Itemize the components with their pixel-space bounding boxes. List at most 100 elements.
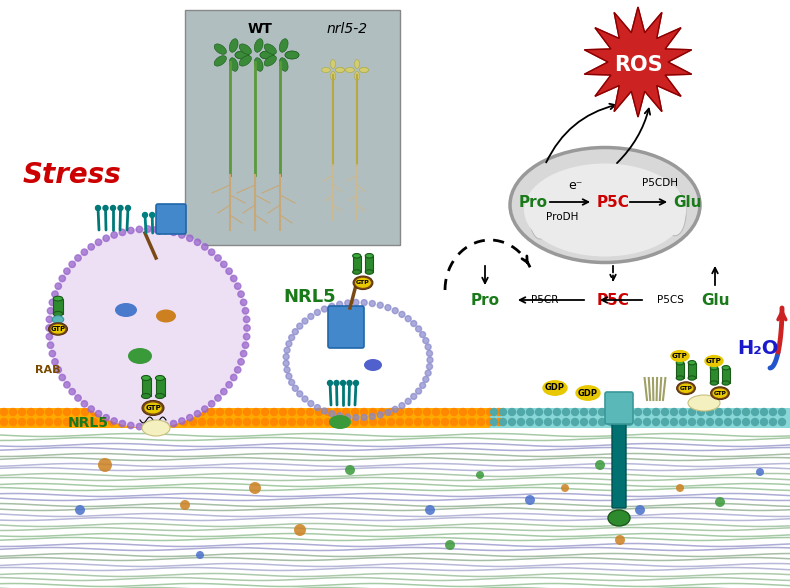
Ellipse shape xyxy=(365,270,374,274)
Circle shape xyxy=(525,495,535,505)
Circle shape xyxy=(526,409,533,416)
Text: e⁻: e⁻ xyxy=(568,179,582,192)
Circle shape xyxy=(196,551,204,559)
Ellipse shape xyxy=(359,68,368,72)
Circle shape xyxy=(220,389,227,395)
Circle shape xyxy=(128,228,134,233)
Circle shape xyxy=(536,409,543,416)
Bar xyxy=(365,256,374,272)
Circle shape xyxy=(499,409,506,416)
Circle shape xyxy=(142,212,148,218)
Circle shape xyxy=(48,228,248,428)
Circle shape xyxy=(136,423,142,430)
Circle shape xyxy=(432,409,439,416)
Circle shape xyxy=(635,505,645,515)
Text: GTP: GTP xyxy=(51,326,66,332)
Circle shape xyxy=(706,409,713,416)
Ellipse shape xyxy=(128,348,152,364)
Polygon shape xyxy=(585,7,691,117)
Circle shape xyxy=(292,385,299,392)
Ellipse shape xyxy=(264,44,276,54)
Circle shape xyxy=(96,205,100,211)
Circle shape xyxy=(671,419,678,426)
Circle shape xyxy=(599,419,605,426)
Circle shape xyxy=(180,500,190,510)
Circle shape xyxy=(179,232,185,238)
Circle shape xyxy=(679,419,687,426)
Ellipse shape xyxy=(48,323,67,335)
Circle shape xyxy=(111,418,118,424)
Ellipse shape xyxy=(711,387,729,400)
Ellipse shape xyxy=(364,359,382,371)
Bar xyxy=(688,363,696,378)
Circle shape xyxy=(616,419,623,426)
Circle shape xyxy=(225,409,232,416)
Circle shape xyxy=(325,419,332,426)
Circle shape xyxy=(445,540,455,550)
Circle shape xyxy=(427,363,433,370)
Ellipse shape xyxy=(352,253,361,258)
Circle shape xyxy=(419,332,426,338)
Circle shape xyxy=(653,419,660,426)
Circle shape xyxy=(225,419,232,426)
Circle shape xyxy=(581,409,588,416)
Bar xyxy=(156,378,164,396)
Circle shape xyxy=(589,409,596,416)
Circle shape xyxy=(706,419,713,426)
Ellipse shape xyxy=(330,59,336,68)
Text: Stress: Stress xyxy=(23,161,122,189)
Circle shape xyxy=(163,419,170,426)
Ellipse shape xyxy=(529,187,551,239)
Text: GDP: GDP xyxy=(578,389,598,397)
Circle shape xyxy=(769,409,777,416)
Circle shape xyxy=(145,226,151,232)
Circle shape xyxy=(626,419,633,426)
Ellipse shape xyxy=(356,279,371,287)
Circle shape xyxy=(162,422,168,429)
Circle shape xyxy=(676,484,684,492)
Ellipse shape xyxy=(688,360,696,365)
Circle shape xyxy=(28,409,35,416)
Circle shape xyxy=(119,420,126,427)
Circle shape xyxy=(544,419,551,426)
Circle shape xyxy=(415,419,422,426)
Bar xyxy=(141,378,151,396)
Circle shape xyxy=(111,232,118,238)
Circle shape xyxy=(261,419,269,426)
Circle shape xyxy=(581,419,588,426)
Ellipse shape xyxy=(524,163,686,256)
Circle shape xyxy=(536,419,543,426)
Circle shape xyxy=(477,419,484,426)
Text: ROS: ROS xyxy=(614,55,662,75)
Circle shape xyxy=(226,268,232,275)
Circle shape xyxy=(284,367,290,373)
Circle shape xyxy=(231,375,237,380)
Circle shape xyxy=(460,419,467,426)
Circle shape xyxy=(261,409,269,416)
Circle shape xyxy=(370,419,377,426)
Text: WT: WT xyxy=(247,22,273,36)
Circle shape xyxy=(595,460,605,470)
Circle shape xyxy=(103,415,109,421)
Circle shape xyxy=(432,419,439,426)
Circle shape xyxy=(442,409,449,416)
Circle shape xyxy=(698,409,705,416)
Circle shape xyxy=(47,308,54,314)
Circle shape xyxy=(425,505,435,515)
Ellipse shape xyxy=(688,395,720,411)
Ellipse shape xyxy=(239,44,251,54)
Circle shape xyxy=(171,229,177,236)
Circle shape xyxy=(399,312,405,318)
Circle shape xyxy=(554,419,560,426)
Circle shape xyxy=(209,249,215,255)
Circle shape xyxy=(284,347,290,353)
Ellipse shape xyxy=(355,72,359,81)
Ellipse shape xyxy=(53,296,62,301)
Circle shape xyxy=(761,419,768,426)
Circle shape xyxy=(64,268,70,275)
Circle shape xyxy=(180,419,187,426)
Circle shape xyxy=(353,299,359,305)
Circle shape xyxy=(49,350,55,357)
Ellipse shape xyxy=(235,51,249,59)
Ellipse shape xyxy=(543,381,567,395)
